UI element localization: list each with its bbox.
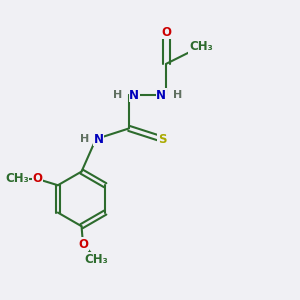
Text: H: H — [173, 90, 182, 100]
Text: CH₃: CH₃ — [189, 40, 213, 53]
Text: O: O — [161, 26, 171, 39]
Text: N: N — [94, 133, 104, 146]
Text: H: H — [113, 90, 122, 100]
Text: S: S — [158, 133, 166, 146]
Text: CH₃: CH₃ — [85, 253, 108, 266]
Text: N: N — [129, 89, 139, 102]
Text: H: H — [80, 134, 90, 144]
Text: N: N — [156, 89, 166, 102]
Text: O: O — [78, 238, 88, 250]
Text: CH₃: CH₃ — [5, 172, 29, 185]
Text: O: O — [32, 172, 42, 185]
